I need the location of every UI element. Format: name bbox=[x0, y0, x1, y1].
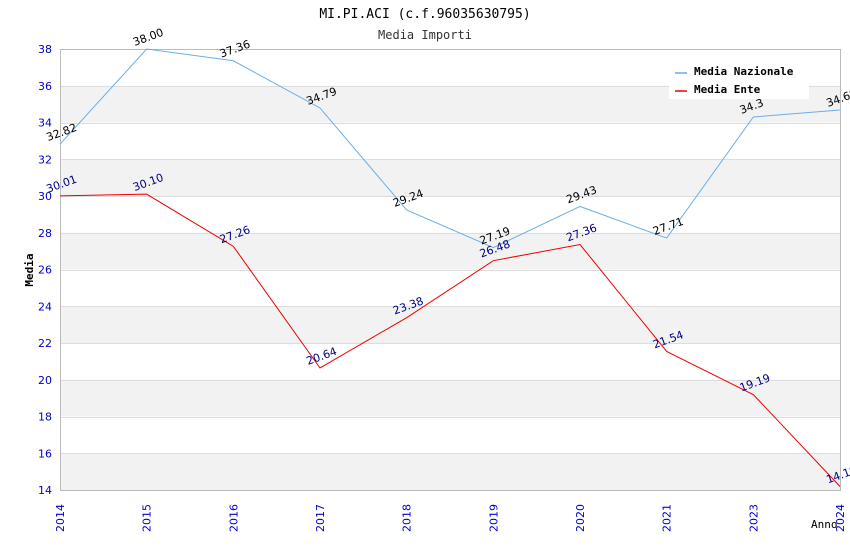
y-tick-label: 20 bbox=[38, 374, 52, 387]
y-tick-label: 32 bbox=[38, 153, 52, 166]
x-tick-label: 2016 bbox=[227, 504, 240, 532]
series-line-media-ente bbox=[59, 193, 841, 487]
chart-subtitle: Media Importi bbox=[378, 28, 472, 42]
y-tick-label: 26 bbox=[38, 264, 52, 277]
y-axis-label: Media bbox=[23, 253, 36, 286]
y-axis-ticks: 14 16 18 20 22 24 26 28 30 32 34 36 38 bbox=[38, 43, 52, 497]
grid-band bbox=[60, 379, 840, 417]
legend-label-media-ente: Media Ente bbox=[694, 83, 761, 96]
series-line-media-nazionale bbox=[59, 48, 841, 249]
y-tick-label: 34 bbox=[38, 117, 52, 130]
series-lines bbox=[59, 48, 841, 487]
y-tick-label: 16 bbox=[38, 447, 52, 460]
x-tick-label: 2023 bbox=[747, 504, 760, 532]
y-tick-label: 30 bbox=[38, 190, 52, 203]
x-tick-label: 2024 bbox=[834, 504, 847, 532]
grid-band bbox=[60, 232, 840, 270]
x-tick-label: 2019 bbox=[487, 504, 500, 532]
legend-box bbox=[669, 59, 809, 99]
y-tick-label: 14 bbox=[38, 484, 52, 497]
gridlines bbox=[60, 49, 840, 491]
y-tick-label: 24 bbox=[38, 300, 52, 313]
legend-label-media-nazionale: Media Nazionale bbox=[694, 65, 794, 78]
y-tick-label: 22 bbox=[38, 337, 52, 350]
x-tick-label: 2015 bbox=[141, 504, 154, 532]
x-tick-label: 2020 bbox=[574, 504, 587, 532]
x-tick-label: 2014 bbox=[54, 504, 67, 532]
y-tick-label: 36 bbox=[38, 80, 52, 93]
x-axis-ticks: 2014 2015 2016 2017 2018 2019 2020 2021 2023 2024 bbox=[54, 504, 847, 532]
x-axis-label: Anno bbox=[811, 518, 838, 531]
legend: Media Nazionale Media Ente bbox=[669, 59, 809, 99]
grid-band bbox=[60, 453, 840, 490]
grid-band bbox=[60, 306, 840, 343]
x-tick-label: 2018 bbox=[401, 504, 414, 532]
x-tick-label: 2017 bbox=[314, 504, 327, 532]
grid-band bbox=[60, 159, 840, 196]
plot-frame bbox=[60, 49, 841, 491]
plot-background bbox=[60, 85, 840, 490]
y-tick-label: 28 bbox=[38, 227, 52, 240]
data-label-media-nazionale: 37.36 bbox=[218, 38, 252, 61]
data-label-media-nazionale: 38.00 bbox=[131, 26, 165, 49]
chart-title: MI.PI.ACI (c.f.96035630795) bbox=[319, 7, 530, 22]
y-tick-label: 38 bbox=[38, 43, 52, 56]
data-label-media-ente: 20.64 bbox=[305, 345, 339, 368]
x-tick-label: 2021 bbox=[661, 504, 674, 532]
y-tick-label: 18 bbox=[38, 411, 52, 424]
